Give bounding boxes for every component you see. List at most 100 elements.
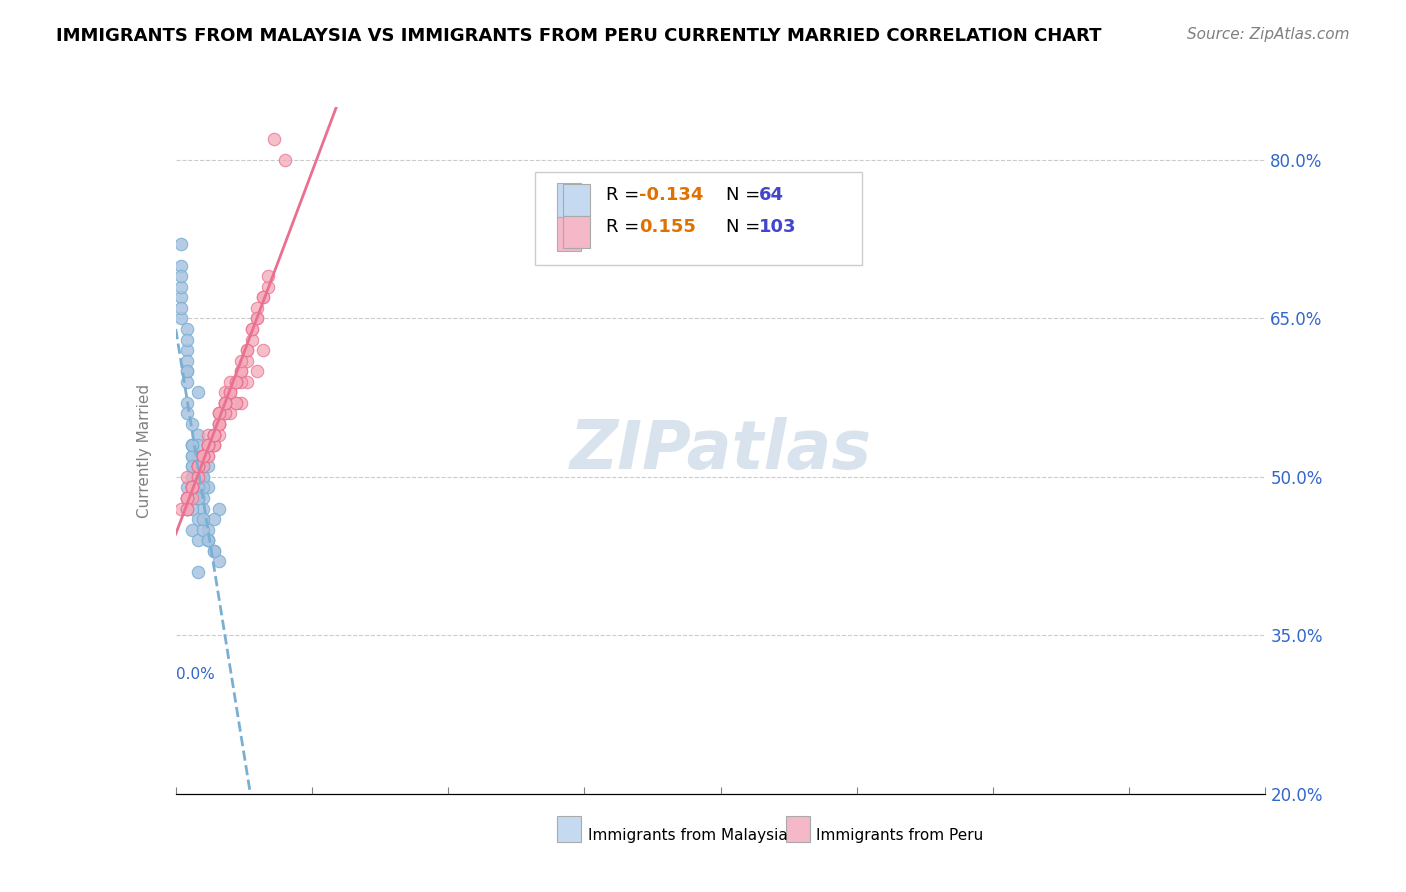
Point (197, 449, 219, 463)
Point (186, 459, 209, 474)
Point (181, 480, 204, 494)
Point (219, 385, 242, 400)
Point (170, 279, 193, 293)
Point (181, 491, 204, 505)
FancyBboxPatch shape (562, 216, 591, 248)
Point (202, 438, 225, 452)
Point (202, 427, 225, 442)
Point (191, 512, 214, 526)
Point (246, 364, 269, 378)
Text: 64: 64 (759, 186, 783, 203)
Point (208, 417, 231, 431)
Point (197, 438, 219, 452)
Point (191, 491, 214, 505)
Point (214, 385, 236, 400)
Point (202, 438, 225, 452)
Point (181, 523, 204, 537)
Point (219, 385, 242, 400)
Point (208, 417, 231, 431)
Point (197, 438, 219, 452)
Point (197, 523, 219, 537)
Point (202, 427, 225, 442)
Text: N =: N = (725, 186, 766, 203)
Point (208, 407, 231, 421)
Point (225, 375, 247, 389)
Point (202, 427, 225, 442)
Text: Source: ZipAtlas.com: Source: ZipAtlas.com (1187, 27, 1350, 42)
Point (176, 491, 198, 505)
Point (191, 470, 214, 484)
Point (214, 407, 236, 421)
Point (240, 322, 263, 336)
Point (225, 375, 247, 389)
Point (208, 554, 231, 568)
Point (219, 385, 242, 400)
Point (170, 269, 193, 284)
Point (208, 407, 231, 421)
Point (181, 438, 204, 452)
Point (197, 533, 219, 548)
Y-axis label: Currently Married: Currently Married (138, 384, 152, 517)
Point (176, 375, 198, 389)
Text: R =: R = (606, 186, 645, 203)
Point (181, 459, 204, 474)
Point (176, 364, 198, 378)
Point (181, 449, 204, 463)
Point (186, 491, 209, 505)
Point (246, 311, 269, 326)
Point (186, 459, 209, 474)
Point (170, 237, 193, 252)
Point (181, 470, 204, 484)
Point (176, 343, 198, 357)
Text: IMMIGRANTS FROM MALAYSIA VS IMMIGRANTS FROM PERU CURRENTLY MARRIED CORRELATION C: IMMIGRANTS FROM MALAYSIA VS IMMIGRANTS F… (56, 27, 1102, 45)
Point (186, 459, 209, 474)
Point (235, 353, 257, 368)
Point (197, 438, 219, 452)
Point (176, 491, 198, 505)
Point (176, 501, 198, 516)
Point (191, 512, 214, 526)
Point (181, 438, 204, 452)
Point (202, 427, 225, 442)
Text: Immigrants from Malaysia: Immigrants from Malaysia (588, 828, 787, 843)
Point (181, 480, 204, 494)
Point (181, 470, 204, 484)
Text: Immigrants from Peru: Immigrants from Peru (817, 828, 984, 843)
Point (214, 396, 236, 410)
Point (225, 375, 247, 389)
Point (191, 449, 214, 463)
Point (202, 544, 225, 558)
Point (176, 364, 198, 378)
Point (181, 438, 204, 452)
Point (214, 396, 236, 410)
Point (186, 533, 209, 548)
Point (181, 480, 204, 494)
Point (191, 501, 214, 516)
Point (191, 449, 214, 463)
Point (208, 417, 231, 431)
FancyBboxPatch shape (786, 816, 810, 842)
Point (208, 501, 231, 516)
Point (231, 364, 253, 378)
Point (176, 491, 198, 505)
Point (214, 396, 236, 410)
Text: R =: R = (606, 218, 645, 236)
Point (208, 407, 231, 421)
Text: ZIPatlas: ZIPatlas (569, 417, 872, 483)
Point (181, 480, 204, 494)
Point (181, 480, 204, 494)
Point (191, 449, 214, 463)
Point (186, 470, 209, 484)
FancyBboxPatch shape (557, 816, 581, 842)
Point (197, 449, 219, 463)
Point (235, 343, 257, 357)
Point (225, 375, 247, 389)
Point (231, 353, 253, 368)
Point (246, 311, 269, 326)
Point (257, 279, 280, 293)
Point (186, 427, 209, 442)
Point (240, 333, 263, 347)
Point (186, 459, 209, 474)
Point (176, 501, 198, 516)
Point (181, 491, 204, 505)
